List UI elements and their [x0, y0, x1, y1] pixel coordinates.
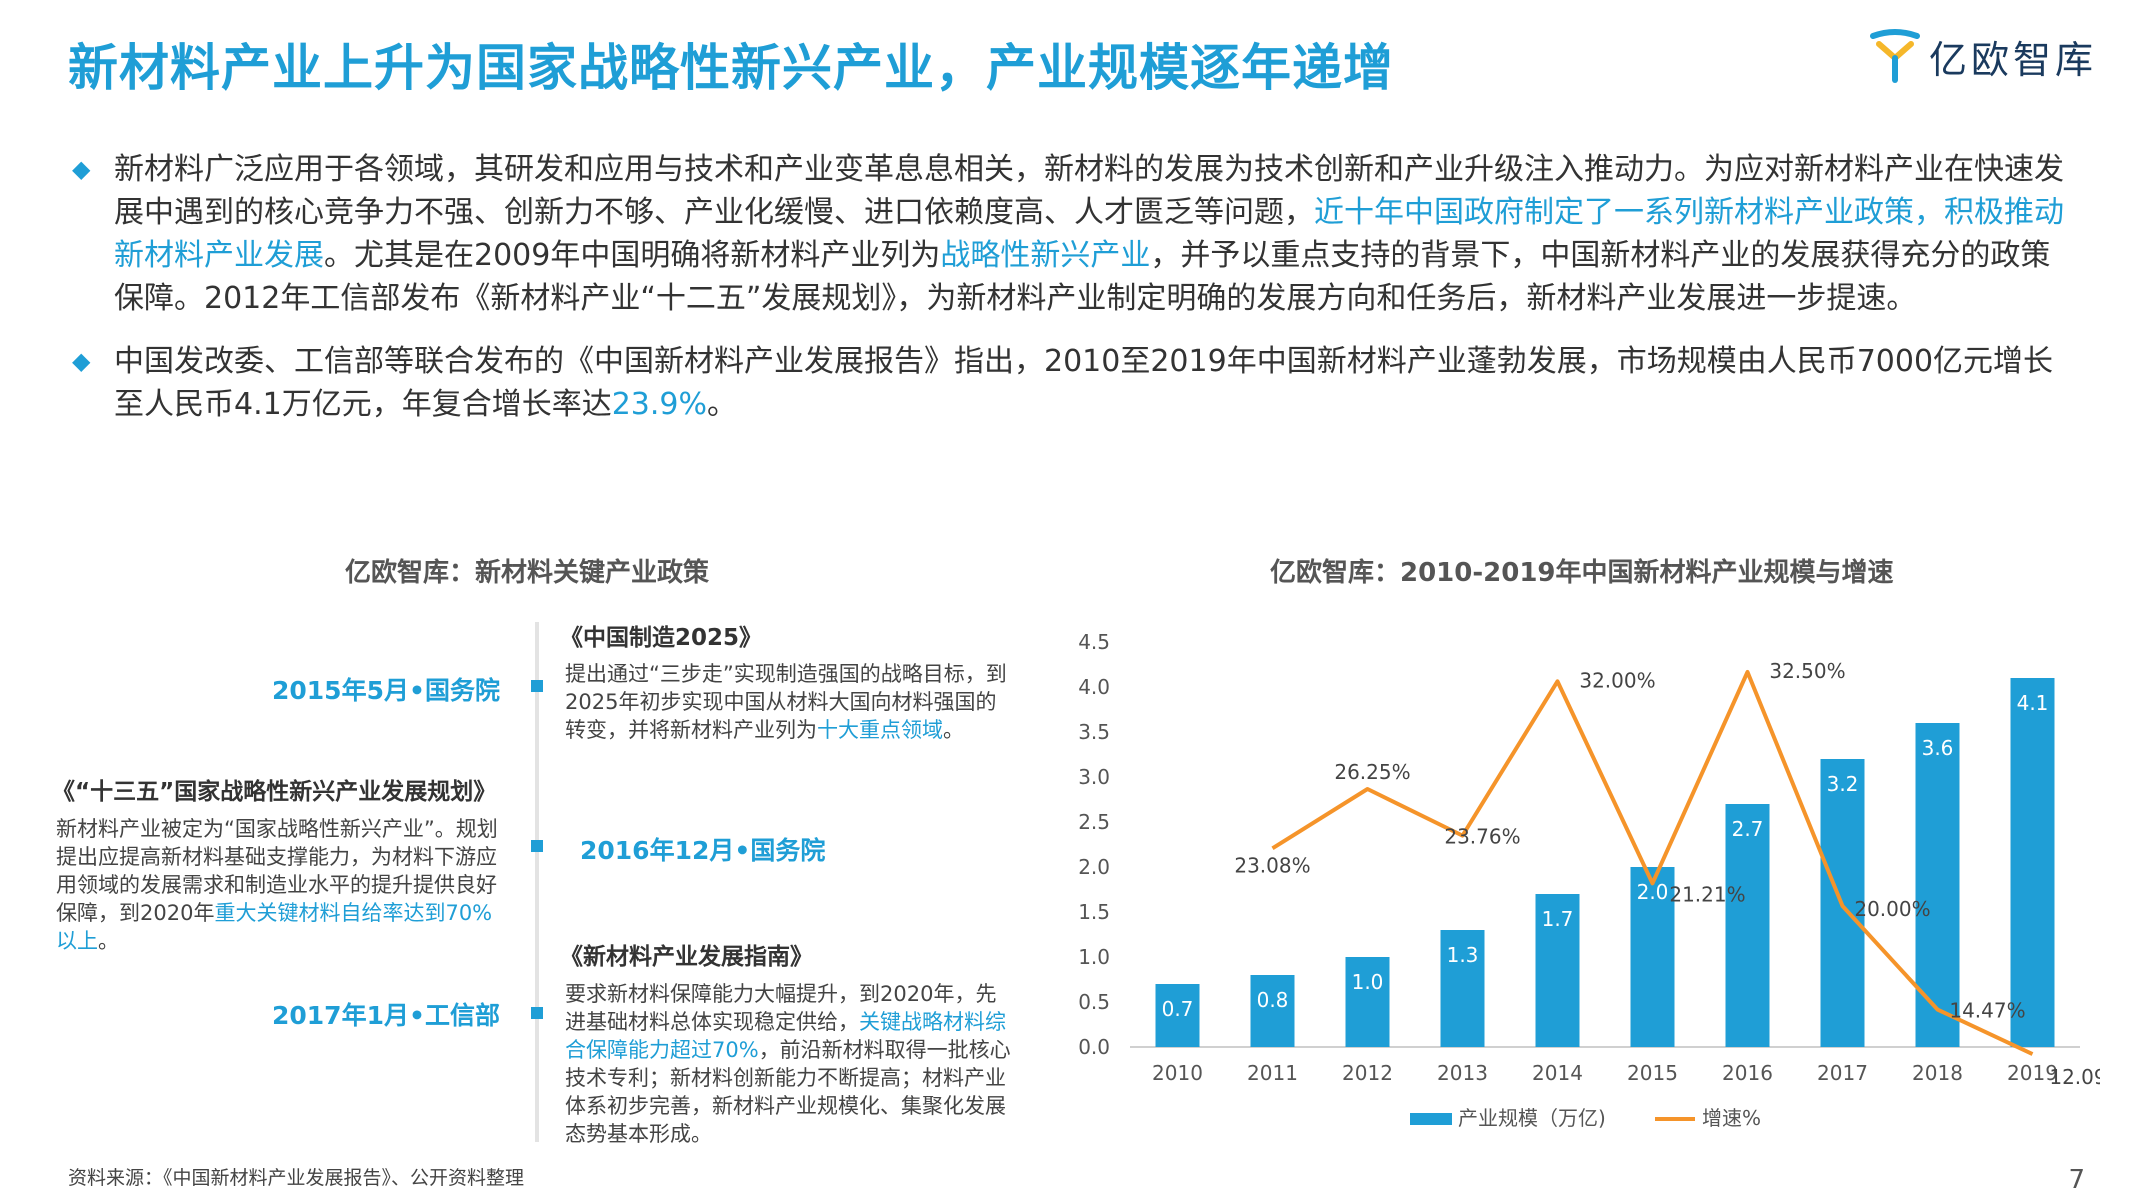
desc-text: 新材料产业被定为“国家战略性新兴产业”。规划提出应提高新材料基础支撑能力，为材料… — [56, 817, 498, 925]
x-tick-label: 2011 — [1247, 1061, 1298, 1085]
x-tick-label: 2013 — [1437, 1061, 1488, 1085]
bar — [1440, 930, 1485, 1047]
bar-data-label: 0.7 — [1162, 997, 1194, 1021]
y-tick-label: 0.5 — [1078, 990, 1110, 1014]
highlight-segment: 23.9% — [611, 387, 708, 422]
bar — [2010, 678, 2055, 1047]
line-data-label: 20.00% — [1854, 897, 1930, 921]
text-segment: 。 — [707, 387, 738, 422]
y-tick-label: 4.0 — [1078, 675, 1110, 699]
bar-data-label: 0.8 — [1257, 988, 1289, 1012]
bullet-item: ◆ 中国发改委、工信部等联合发布的《中国新材料产业发展报告》指出，2010至20… — [72, 340, 2070, 426]
bar-data-label: 2.7 — [1732, 817, 1764, 841]
bar — [1725, 804, 1770, 1047]
policy-title: 《“十三五”国家战略性新兴产业发展规划》 — [52, 779, 497, 805]
policy-desc: 提出通过“三步走”实现制造强国的战略目标，到2025年初步实现中国从材料大国向材… — [565, 660, 1015, 744]
bar-data-label: 3.2 — [1827, 772, 1859, 796]
y-tick-label: 0.0 — [1078, 1035, 1110, 1059]
policy-desc: 新材料产业被定为“国家战略性新兴产业”。规划提出应提高新材料基础支撑能力，为材料… — [56, 815, 506, 955]
text-segment: 。尤其是在2009年中国明确将新材料产业列为 — [324, 238, 941, 273]
bar-data-label: 3.6 — [1922, 736, 1954, 760]
logo-text: 亿欧智库 — [1928, 37, 2097, 82]
x-tick-label: 2012 — [1342, 1061, 1393, 1085]
policy-title: 《中国制造2025》 — [560, 625, 763, 651]
diamond-icon: ◆ — [72, 347, 91, 375]
desc-highlight: 重大关键材料自给率达到70%以上 — [56, 901, 493, 953]
x-tick-label: 2014 — [1532, 1061, 1583, 1085]
text-segment: ，并予以重点支持的背景下，中国新材料产业的发展获得充分的政策保障。2012年工信… — [114, 238, 2051, 316]
desc-highlight: 十大重点领域 — [817, 718, 943, 742]
bar-data-label: 1.7 — [1542, 907, 1574, 931]
bar — [1630, 867, 1675, 1047]
line-data-label: 32.00% — [1579, 668, 1655, 692]
bullet-text: 新材料广泛应用于各领域，其研发和应用与技术和产业变革息息相关，新材料的发展为技术… — [114, 148, 2070, 320]
bullet-text: 中国发改委、工信部等联合发布的《中国新材料产业发展报告》指出，2010至2019… — [114, 340, 2070, 426]
text-segment: 新材料广泛应用于各领域，其研发和应用与技术和产业变革息息相关，新材料的发展为技术… — [114, 152, 2064, 230]
legend-swatch-bar — [1410, 1113, 1452, 1125]
line-data-label: 32.50% — [1769, 659, 1845, 683]
line-data-label: 23.08% — [1234, 853, 1310, 877]
desc-text: 。 — [98, 929, 119, 953]
x-tick-label: 2018 — [1912, 1061, 1963, 1085]
line-data-label: 21.21% — [1669, 882, 1745, 906]
desc-highlight: 关键战略材料综合保障能力超过70% — [565, 1010, 1006, 1062]
bullet-list: ◆ 新材料广泛应用于各领域，其研发和应用与技术和产业变革息息相关，新材料的发展为… — [72, 148, 2070, 446]
y-tick-label: 1.5 — [1078, 900, 1110, 924]
legend-label: 增速% — [1702, 1106, 1761, 1130]
y-tick-label: 4.5 — [1078, 630, 1110, 654]
text-segment: 中国发改委、工信部等联合发布的《中国新材料产业发展报告》指出，2010至2019… — [114, 344, 2054, 422]
timeline-marker — [531, 680, 543, 692]
bar-data-label: 1.3 — [1447, 943, 1479, 967]
desc-text: 提出通过“三步走”实现制造强国的战略目标，到2025年初步实现中国从材料大国向材… — [565, 662, 1007, 742]
line-data-label: 23.76% — [1444, 825, 1520, 849]
policy-date: 2015年5月•国务院 — [272, 676, 500, 705]
x-tick-label: 2017 — [1817, 1061, 1868, 1085]
bar — [1250, 975, 1295, 1047]
highlight-segment: 近十年中国政府制定了一系列新材料产业政策，积极推动新材料产业发展 — [114, 195, 2064, 273]
growth-line — [1271, 670, 2034, 1056]
timeline-marker — [531, 1007, 543, 1019]
policy-date: 2016年12月•国务院 — [580, 836, 826, 865]
highlight-segment: 战略性新兴产业 — [940, 238, 1151, 273]
x-tick-label: 2019 — [2007, 1061, 2058, 1085]
y-tick-label: 2.0 — [1078, 855, 1110, 879]
y-tick-label: 3.0 — [1078, 765, 1110, 789]
y-tick-label: 3.5 — [1078, 720, 1110, 744]
page-title: 新材料产业上升为国家战略性新兴产业，产业规模逐年递增 — [68, 39, 1394, 97]
policy-title: 《新材料产业发展指南》 — [560, 944, 813, 970]
y-tick-label: 2.5 — [1078, 810, 1110, 834]
y-tick-label: 1.0 — [1078, 945, 1110, 969]
page-number: 7 — [2068, 1165, 2085, 1195]
x-tick-label: 2016 — [1722, 1061, 1773, 1085]
x-tick-label: 2015 — [1627, 1061, 1678, 1085]
bar — [1155, 984, 1200, 1047]
x-tick-label: 2010 — [1152, 1061, 1203, 1085]
line-data-label: 14.47% — [1949, 999, 2025, 1023]
policy-section-title: 亿欧智库：新材料关键产业政策 — [345, 558, 710, 588]
source-note: 资料来源：《中国新材料产业发展报告》、公开资料整理 — [68, 1167, 525, 1189]
policy-date: 2017年1月•工信部 — [272, 1001, 500, 1030]
bar-data-label: 1.0 — [1352, 970, 1384, 994]
legend-label: 产业规模（万亿) — [1458, 1106, 1606, 1130]
bar — [1345, 957, 1390, 1047]
bar — [1535, 894, 1580, 1047]
logo: 亿欧智库 — [1869, 28, 2097, 84]
desc-text: 要求新材料保障能力大幅提升，到2020年，先进基础材料总体实现稳定供给， — [565, 982, 997, 1034]
desc-text: ，前沿新材料取得一批核心技术专利；新材料创新能力不断提高；材料产业体系初步完善，… — [565, 1038, 1011, 1146]
policy-desc: 要求新材料保障能力大幅提升，到2020年，先进基础材料总体实现稳定供给，关键战略… — [565, 980, 1015, 1148]
bar-data-label: 4.1 — [2017, 691, 2049, 715]
line-data-label: 12.09% — [2049, 1065, 2100, 1089]
diamond-icon: ◆ — [72, 155, 91, 183]
chart-title: 亿欧智库：2010-2019年中国新材料产业规模与增速 — [1270, 558, 1894, 588]
desc-text: 。 — [943, 718, 964, 742]
timeline-line — [535, 622, 539, 1142]
line-data-label: 26.25% — [1334, 760, 1410, 784]
logo-icon — [1869, 29, 1920, 83]
timeline-marker — [531, 840, 543, 852]
combo-chart: 0.0 0.5 1.0 1.5 2.0 2.5 3.0 3.5 4.0 4.5 0.7 2010 0.8… — [1078, 630, 2100, 1130]
bullet-item: ◆ 新材料广泛应用于各领域，其研发和应用与技术和产业变革息息相关，新材料的发展为… — [72, 148, 2070, 320]
